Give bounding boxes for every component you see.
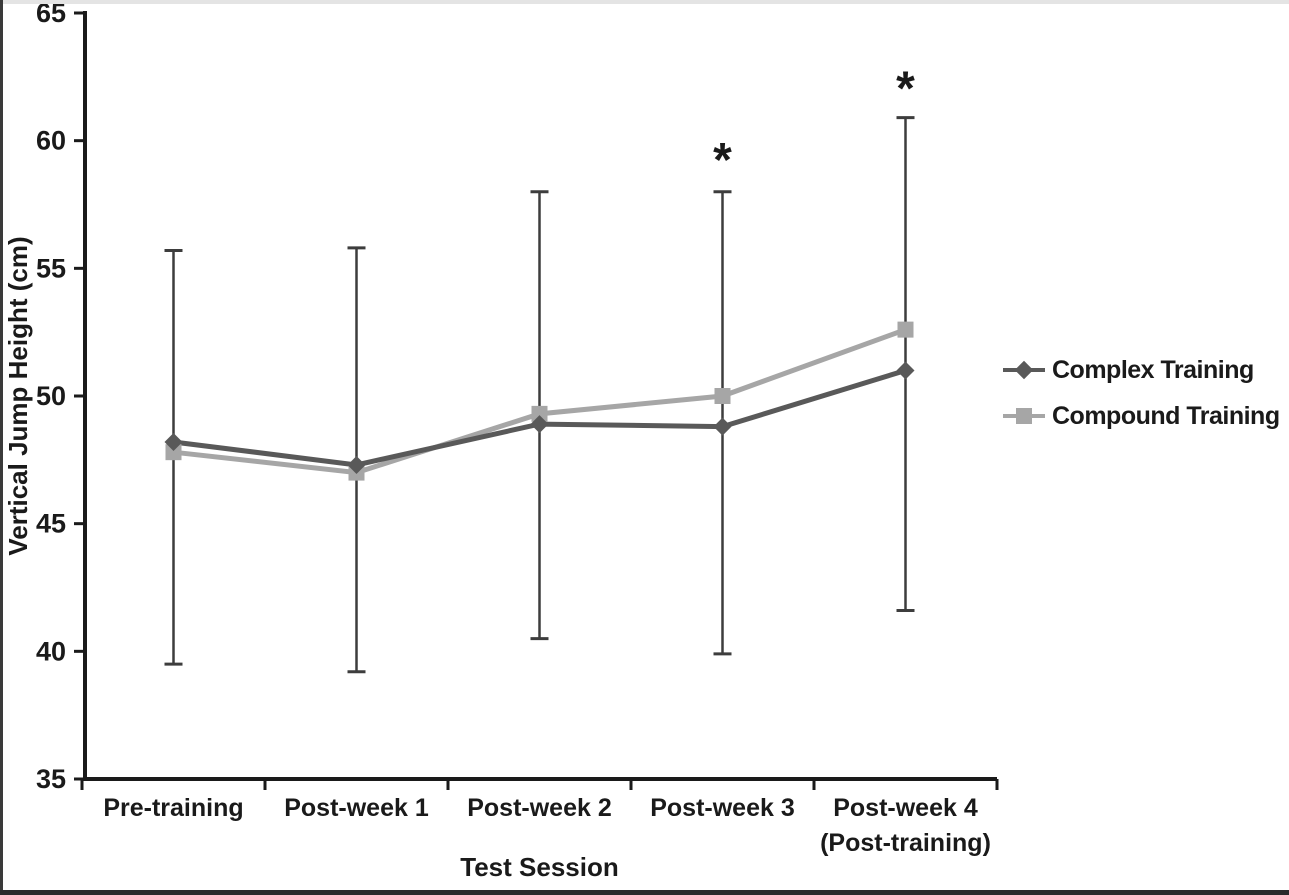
compound-training-marker-icon xyxy=(1003,405,1045,427)
data-point-marker-diamond xyxy=(530,415,549,434)
data-point-marker-diamond xyxy=(347,455,366,474)
figure-bottom-edge xyxy=(0,890,1289,895)
data-point-marker-square xyxy=(714,388,731,404)
x-axis-category-sublabel: (Post-training) xyxy=(820,829,991,857)
y-axis-tick-label: 40 xyxy=(36,636,66,666)
y-axis-tick-label: 50 xyxy=(36,381,66,411)
data-point-marker-diamond xyxy=(164,432,183,451)
data-point-marker-diamond xyxy=(896,361,915,380)
legend: Complex Training Compound Training xyxy=(1003,352,1280,434)
significance-asterisk: * xyxy=(713,134,732,187)
complex-training-marker-icon xyxy=(1003,359,1045,381)
legend-item-complex-training: Complex Training xyxy=(1003,352,1280,388)
x-axis-title: Test Session xyxy=(460,852,618,882)
data-point-marker-diamond xyxy=(713,417,732,436)
x-axis-category-label: Post-week 1 xyxy=(284,794,429,822)
y-axis-tick-label: 60 xyxy=(36,126,66,156)
data-point-marker-square xyxy=(897,321,914,338)
legend-label-complex-training: Complex Training xyxy=(1052,355,1254,384)
y-axis-tick-label: 65 xyxy=(36,0,66,28)
figure-left-edge xyxy=(0,0,3,895)
legend-item-compound-training: Compound Training xyxy=(1003,398,1280,434)
y-axis-tick-label: 35 xyxy=(36,764,66,794)
y-axis-tick-label: 55 xyxy=(36,253,66,283)
x-axis-category-label: Post-week 3 xyxy=(650,794,795,822)
figure-top-edge xyxy=(0,0,1289,4)
x-axis-category-label: Pre-training xyxy=(103,794,243,822)
x-axis-category-label: Post-week 2 xyxy=(467,794,612,822)
legend-label-compound-training: Compound Training xyxy=(1052,401,1280,430)
significance-asterisk: * xyxy=(896,62,915,115)
y-axis-title: Vertical Jump Height (cm) xyxy=(3,236,33,555)
y-axis-tick-label: 45 xyxy=(36,509,66,539)
x-axis-category-label: Post-week 4 xyxy=(833,794,978,822)
data-point-marker-square xyxy=(165,444,182,461)
data-point-marker-square xyxy=(531,405,548,422)
